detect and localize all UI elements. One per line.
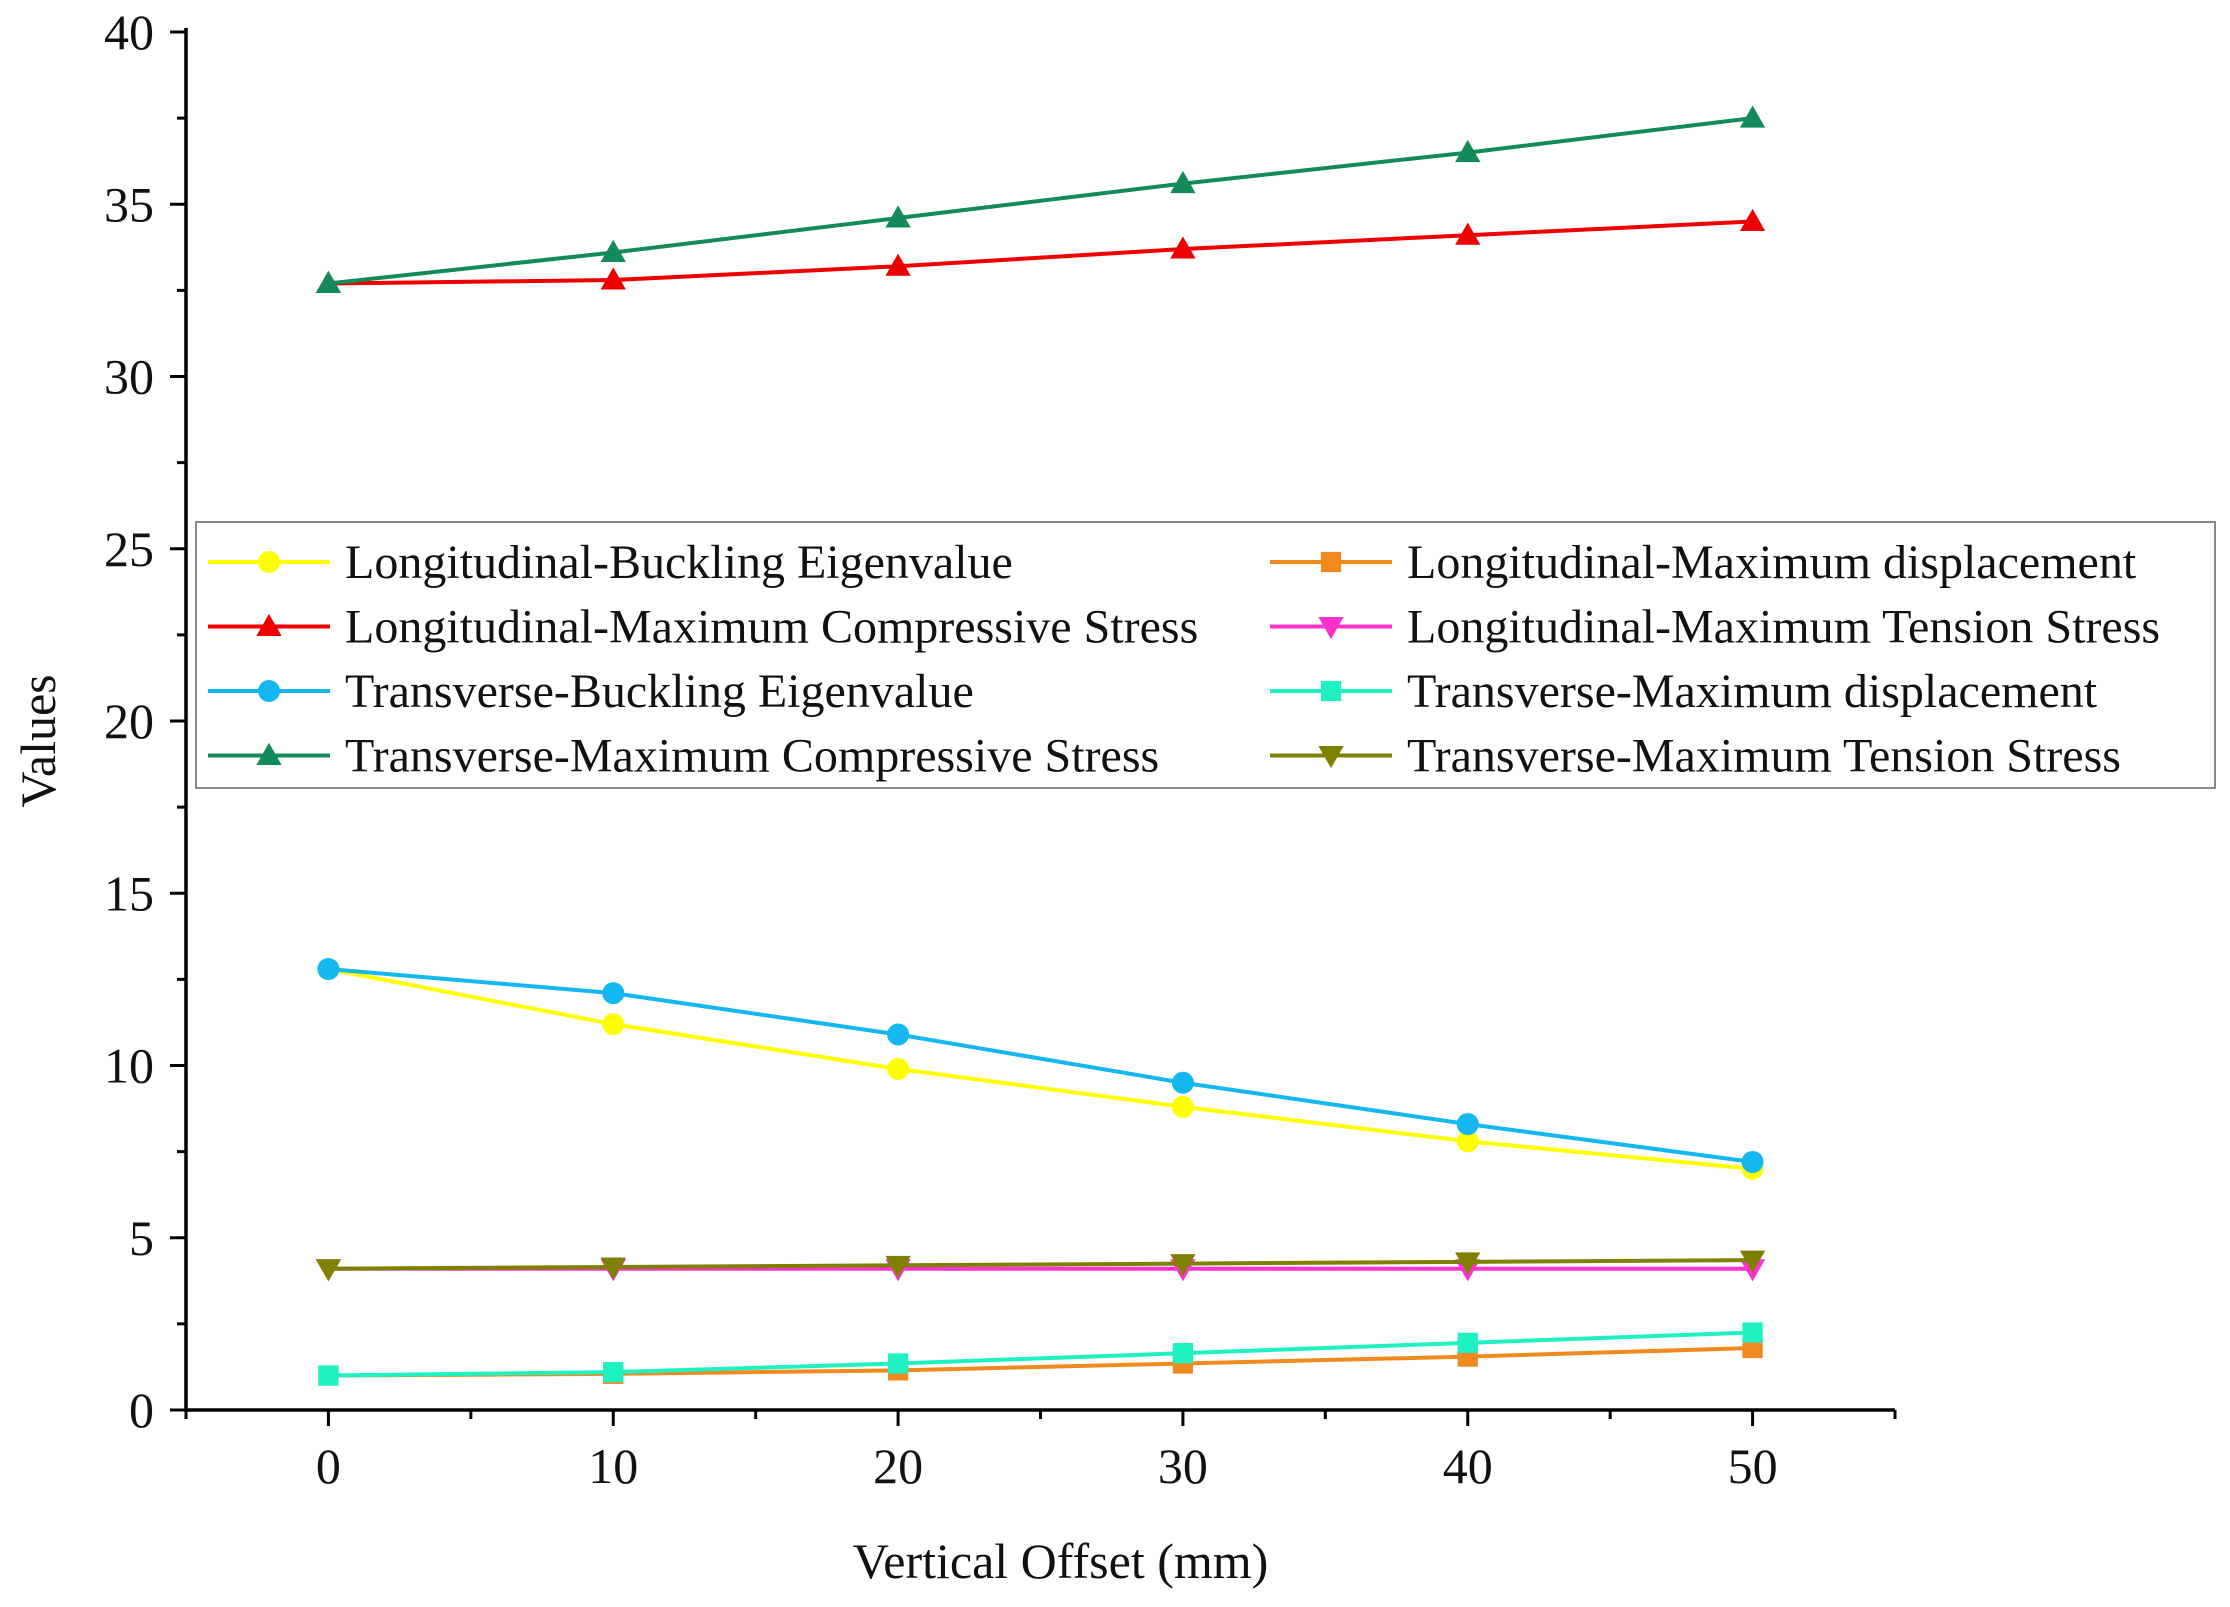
legend-box	[195, 521, 2216, 789]
legend-label: Longitudinal-Maximum Tension Stress	[1407, 601, 2160, 654]
series-line	[328, 967, 1753, 1171]
x-tick-label: 20	[873, 1438, 923, 1494]
data-point	[600, 239, 626, 262]
y-tick-label: 20	[104, 693, 154, 749]
x-tick-label: 50	[1728, 1438, 1778, 1494]
legend-item: Longitudinal-Maximum Compressive Stress	[208, 601, 1198, 654]
legend-item: Transverse-Maximum Compressive Stress	[208, 730, 1159, 783]
legend-marker	[256, 613, 282, 636]
axes: 0 5 10 15 20 25 30 35 40 0 10 20 30 40 50	[104, 4, 1897, 1494]
data-point	[1739, 1250, 1766, 1273]
data-point	[1457, 1332, 1478, 1353]
y-tick-label: 15	[104, 865, 154, 921]
y-tick-label: 35	[104, 176, 154, 232]
data-point	[1741, 1150, 1764, 1173]
legend-label: Longitudinal-Maximum Compressive Stress	[345, 601, 1198, 654]
series-1	[318, 1337, 1763, 1386]
y-tick-label: 25	[104, 521, 154, 577]
data-point	[1456, 1113, 1479, 1136]
data-point	[315, 1259, 342, 1282]
data-point	[603, 1361, 624, 1383]
legend-item: Transverse-Maximum Tension Stress	[1270, 730, 2121, 783]
data-point	[887, 1353, 909, 1374]
legend-label: Transverse-Maximum Tension Stress	[1407, 730, 2121, 783]
legend-label: Transverse-Maximum Compressive Stress	[345, 730, 1159, 783]
data-point	[1172, 1343, 1194, 1364]
data-point	[602, 1013, 625, 1036]
data-point	[1171, 1071, 1194, 1094]
data-point	[600, 267, 626, 290]
legend-marker	[1318, 617, 1344, 640]
y-tick-label: 40	[104, 4, 154, 60]
legend-marker	[256, 742, 282, 765]
data-point	[318, 1365, 339, 1386]
data-point	[600, 1257, 626, 1280]
series-7	[315, 1250, 1766, 1282]
legend-label: Longitudinal-Maximum displacement	[1407, 536, 2137, 589]
series-line	[328, 967, 1753, 1164]
x-tick-label: 40	[1443, 1438, 1493, 1494]
legend-label: Transverse-Buckling Eigenvalue	[345, 665, 974, 718]
data-point	[1455, 1252, 1481, 1275]
x-axis-title: Vertical Offset (mm)	[853, 1533, 1269, 1589]
legend-item: Longitudinal-Maximum displacement	[1270, 536, 2137, 589]
x-tick-label: 0	[316, 1438, 341, 1494]
legend-item: Transverse-Buckling Eigenvalue	[208, 665, 974, 718]
series-2	[315, 208, 1766, 293]
series-line	[328, 1330, 1753, 1378]
y-axis-title: Values	[10, 674, 66, 807]
y-tick-label: 0	[129, 1382, 154, 1438]
series-4	[317, 958, 1764, 1173]
legend-label: Transverse-Maximum displacement	[1407, 665, 2098, 718]
data-point	[887, 1057, 910, 1080]
data-point	[317, 958, 340, 981]
data-point	[1742, 1322, 1763, 1343]
data-point	[1739, 208, 1766, 231]
data-point	[1171, 1095, 1194, 1118]
data-point	[885, 1255, 911, 1278]
y-tick-label: 5	[129, 1210, 154, 1266]
y-tick-label: 10	[104, 1038, 154, 1094]
legend-item: Longitudinal-Buckling Eigenvalue	[208, 536, 1013, 589]
x-tick-label: 10	[588, 1438, 638, 1494]
data-point	[1742, 1337, 1763, 1359]
data-point	[1170, 236, 1196, 259]
plot-area	[315, 105, 1766, 1386]
data-point	[885, 205, 911, 228]
series-6	[315, 105, 1766, 293]
legend: Longitudinal-Buckling Eigenvalue Longitud…	[195, 521, 2216, 789]
data-point	[602, 982, 625, 1005]
legend-marker	[1320, 680, 1342, 702]
legend-item: Longitudinal-Maximum Tension Stress	[1270, 601, 2160, 654]
data-point	[1170, 170, 1196, 194]
data-point	[1739, 105, 1766, 128]
legend-marker	[258, 551, 280, 573]
data-point	[1455, 222, 1481, 245]
series-line	[328, 1258, 1753, 1271]
legend-marker	[1318, 746, 1344, 769]
legend-marker	[1320, 551, 1342, 573]
x-tick-label: 30	[1158, 1438, 1208, 1494]
data-point	[1455, 139, 1481, 163]
data-point	[885, 253, 911, 276]
legend-item: Transverse-Maximum displacement	[1270, 665, 2098, 718]
data-point	[1170, 1254, 1196, 1277]
data-point	[315, 270, 342, 293]
data-point	[1456, 1130, 1479, 1153]
series-line	[328, 116, 1753, 286]
series-5	[318, 1322, 1763, 1386]
y-tick-label: 30	[104, 349, 154, 405]
series-line	[328, 219, 1753, 286]
series-0	[317, 958, 1764, 1180]
legend-label: Longitudinal-Buckling Eigenvalue	[345, 536, 1013, 589]
data-point	[887, 1023, 910, 1046]
legend-marker	[258, 680, 280, 702]
